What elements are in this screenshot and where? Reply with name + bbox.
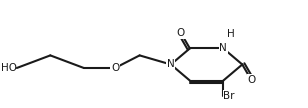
Text: O: O <box>111 63 119 73</box>
Text: Br: Br <box>223 91 235 101</box>
Text: O: O <box>247 75 255 85</box>
Text: O: O <box>177 28 185 38</box>
Text: H: H <box>227 29 235 39</box>
Text: HO: HO <box>1 63 17 73</box>
Text: N: N <box>219 43 227 53</box>
Text: N: N <box>167 60 175 69</box>
